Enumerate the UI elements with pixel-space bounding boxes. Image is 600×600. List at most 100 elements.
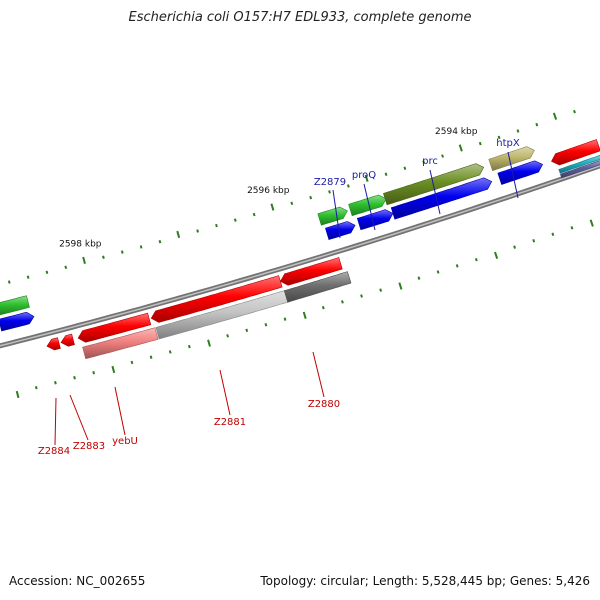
tick-mark [34,385,38,390]
tick-mark [226,334,229,338]
feature-tracks [0,139,600,360]
tick-mark [497,135,501,140]
gene-label-leader [54,397,57,446]
tick-mark [321,305,325,310]
map-title: Escherichia coli O157:H7 EDL933, complet… [128,10,472,25]
gene-feature [497,160,544,185]
tick-mark [478,141,482,146]
gene-label-leader [332,189,341,239]
tick-mark [92,371,96,375]
tick-mark [398,282,403,290]
tick-mark [252,212,256,217]
label-leaders [54,151,519,446]
tick-mark [384,172,388,176]
tick-mark [346,184,350,188]
tick-mark [7,280,11,284]
tick-mark [417,276,421,280]
scale-label: 2596 kbp [247,186,290,196]
gene-label-leader [429,169,441,215]
gene-label-bottom: Z2884 [38,446,70,457]
tick-mark [573,109,576,114]
gene-feature [348,194,387,217]
tick-mark [102,255,105,259]
gene-feature [325,221,356,240]
gene-feature [356,209,394,231]
tick-mark [196,229,200,233]
gene-feature [283,271,352,303]
tick-mark [207,339,211,347]
gene-label-top: proQ [352,170,376,181]
gene-feature [77,312,152,343]
gene-feature [0,295,30,316]
gene-feature [0,311,35,332]
tick-mark [551,232,555,237]
tick-mark [328,190,331,194]
tick-mark [403,166,407,170]
tick-mark [360,294,363,298]
tick-mark [302,311,307,319]
gene-label-leader [363,183,376,231]
backbone-highlight [0,165,600,347]
gene-label-top: Z2879 [314,177,346,188]
tick-mark [422,160,426,164]
gene-label-leader [114,386,126,436]
outer-tick-ring [7,109,576,284]
tick-mark [341,300,344,304]
tick-mark [570,226,574,230]
gene-label-bottom: Z2880 [308,399,340,410]
tick-mark [73,376,76,380]
gene-feature [551,139,600,166]
tick-mark [532,238,536,243]
gene-feature [317,206,348,226]
gene-feature [46,337,61,351]
tick-mark [54,381,57,385]
gene-label-top: htpX [496,138,520,149]
tick-mark [64,265,68,270]
accession-text: Accession: NC_002655 [9,574,146,588]
tick-mark [149,355,153,359]
tick-mark [516,129,520,133]
tick-mark [283,317,287,321]
tick-mark [215,223,218,228]
gene-label-leader [312,351,325,398]
gene-feature [560,160,600,179]
gene-label-leader [507,151,519,199]
tick-mark [264,323,268,327]
tick-mark [474,257,478,262]
gene-feature [488,146,535,172]
tick-mark [233,218,237,222]
tick-mark [270,203,275,211]
gene-label-leader [219,369,231,416]
tick-mark [176,230,181,239]
gene-feature [279,257,343,286]
genome-stats-text: Topology: circular; Length: 5,528,445 bp… [260,574,590,588]
scale-label: 2594 kbp [435,127,478,137]
tick-mark [535,122,539,127]
tick-mark [245,328,249,333]
tick-mark [158,239,162,244]
backbone-line [0,163,600,349]
gene-label-bottom: Z2883 [73,441,105,452]
tick-mark [139,245,143,249]
tick-mark [441,154,444,158]
gene-label-leader [69,394,89,441]
tick-mark [436,270,440,274]
tick-mark [45,270,49,275]
tick-mark [494,251,499,259]
tick-mark [379,288,383,292]
tick-mark [552,112,558,120]
tick-mark [26,275,30,279]
gene-label-bottom: yebU [112,436,138,447]
inner-tick-ring [15,219,594,399]
tick-mark [168,350,172,354]
tick-mark [290,201,294,206]
tick-mark [458,144,463,152]
gene-feature [390,177,493,220]
tick-mark [111,365,116,374]
tick-mark [513,245,517,249]
gene-feature [558,154,600,174]
scale-label: 2598 kbp [59,239,102,249]
tick-mark [82,256,86,265]
tick-mark [120,250,124,254]
genome-backbone [0,163,600,349]
